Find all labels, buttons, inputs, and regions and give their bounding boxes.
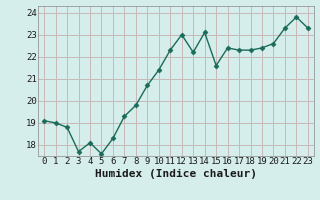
X-axis label: Humidex (Indice chaleur): Humidex (Indice chaleur) <box>95 169 257 179</box>
